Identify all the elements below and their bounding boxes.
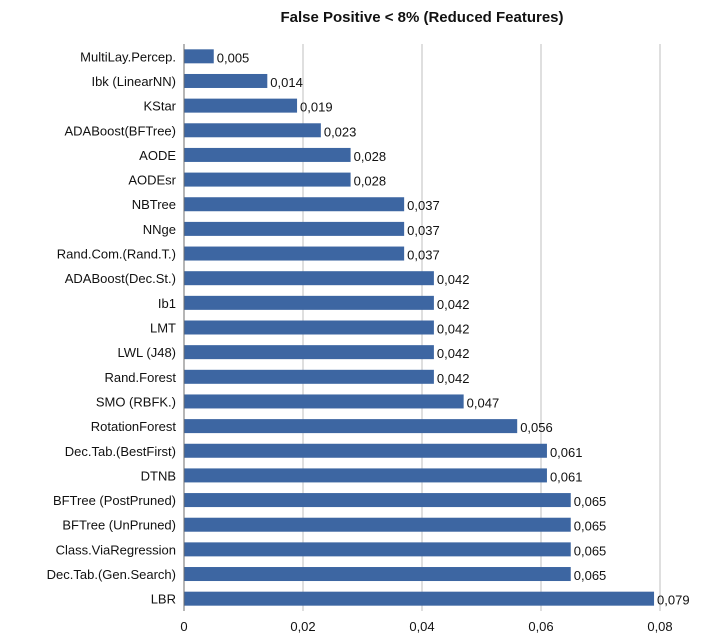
category-label: ADABoost(Dec.St.)	[65, 271, 176, 286]
bar	[184, 493, 571, 508]
bar	[184, 517, 571, 532]
category-label: BFTree (UnPruned)	[62, 518, 176, 533]
value-label: 0,047	[467, 395, 500, 410]
value-label: 0,014	[270, 75, 303, 90]
value-label: 0,005	[217, 50, 250, 65]
bar	[184, 320, 434, 335]
value-label: 0,028	[354, 149, 387, 164]
category-label: LWL (J48)	[117, 345, 176, 360]
value-label: 0,037	[407, 198, 440, 213]
category-label: Class.ViaRegression	[56, 542, 176, 557]
value-label: 0,019	[300, 100, 333, 115]
value-label: 0,042	[437, 371, 470, 386]
bar	[184, 443, 547, 458]
value-label: 0,079	[657, 593, 690, 608]
bar	[184, 221, 405, 236]
value-label: 0,061	[550, 469, 583, 484]
category-label: Dec.Tab.(BestFirst)	[65, 444, 176, 459]
category-label: ADABoost(BFTree)	[65, 123, 177, 138]
bar	[184, 123, 321, 138]
bar	[184, 468, 547, 483]
bar	[184, 98, 298, 113]
bar	[184, 147, 351, 162]
bar	[184, 345, 434, 360]
x-tick-label: 0,08	[647, 619, 672, 634]
category-label: Rand.Forest	[104, 370, 176, 385]
x-tick-label: 0	[180, 619, 187, 634]
value-labels: 0,005 0,014 0,019 0,023 0,028 0,028 0,037 0,037…	[217, 50, 690, 607]
value-label: 0,065	[574, 494, 607, 509]
bar	[184, 567, 571, 582]
category-label: NBTree	[132, 197, 176, 212]
bar	[184, 49, 214, 64]
category-label: BFTree (PostPruned)	[53, 493, 176, 508]
value-label: 0,042	[437, 346, 470, 361]
x-tick-labels: 0 0,02 0,04 0,06 0,08	[180, 619, 672, 634]
category-label: KStar	[143, 99, 176, 114]
bar	[184, 419, 518, 434]
category-label: Dec.Tab.(Gen.Search)	[47, 567, 176, 582]
value-label: 0,042	[437, 297, 470, 312]
value-label: 0,042	[437, 322, 470, 337]
category-label: SMO (RBFK.)	[96, 394, 176, 409]
value-label: 0,023	[324, 124, 357, 139]
category-label: AODEsr	[128, 173, 176, 188]
category-labels: MultiLay.Percep. Ibk (LinearNN) KStar ADABo…	[47, 49, 177, 606]
category-label: Ib1	[158, 296, 176, 311]
category-label: RotationForest	[91, 419, 177, 434]
bar	[184, 591, 655, 606]
value-label: 0,037	[407, 248, 440, 263]
value-label: 0,065	[574, 519, 607, 534]
chart-title: False Positive < 8% (Reduced Features)	[280, 9, 563, 26]
x-tick-label: 0,02	[290, 619, 315, 634]
value-label: 0,061	[550, 445, 583, 460]
value-label: 0,056	[520, 420, 553, 435]
value-label: 0,065	[574, 568, 607, 583]
value-label: 0,042	[437, 272, 470, 287]
value-label: 0,028	[354, 174, 387, 189]
bar	[184, 295, 434, 310]
bar	[184, 246, 405, 261]
category-label: MultiLay.Percep.	[80, 49, 176, 64]
category-label: AODE	[139, 148, 176, 163]
bar	[184, 369, 434, 384]
value-label: 0,037	[407, 223, 440, 238]
bar	[184, 73, 268, 88]
category-label: LMT	[150, 321, 176, 336]
bar	[184, 271, 434, 286]
bar	[184, 172, 351, 187]
x-tick-label: 0,04	[409, 619, 434, 634]
category-label: LBR	[151, 592, 176, 607]
category-label: NNge	[143, 222, 176, 237]
category-label: DTNB	[141, 468, 176, 483]
x-tick-label: 0,06	[528, 619, 553, 634]
bar	[184, 197, 405, 212]
value-label: 0,065	[574, 543, 607, 558]
category-label: Rand.Com.(Rand.T.)	[57, 247, 176, 262]
bar	[184, 394, 464, 409]
bars	[184, 49, 655, 606]
category-label: Ibk (LinearNN)	[91, 74, 176, 89]
bar	[184, 542, 571, 557]
